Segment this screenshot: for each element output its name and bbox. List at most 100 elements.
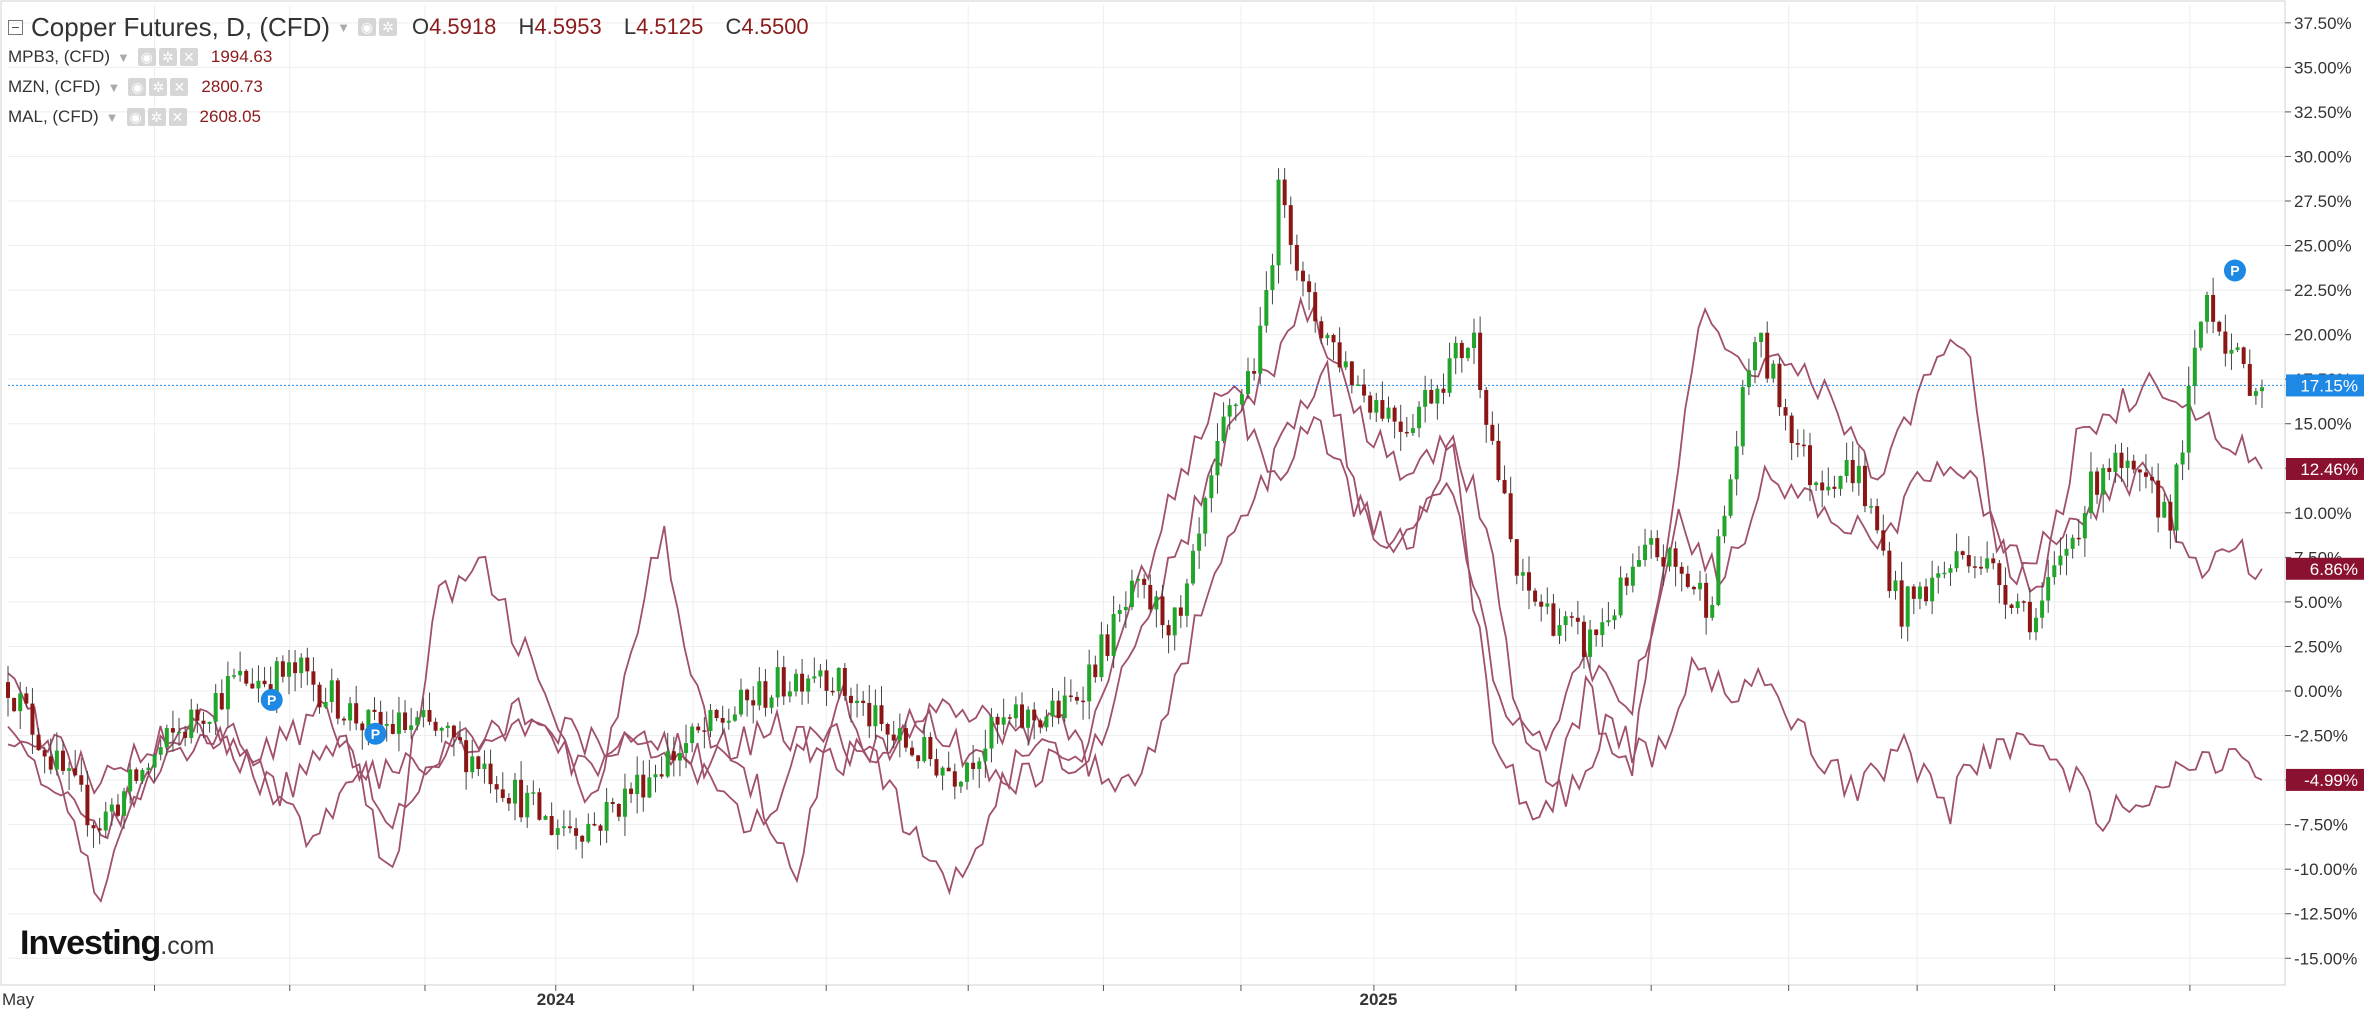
eye-icon[interactable]: ◉ [357, 18, 376, 36]
candle-body [1239, 394, 1244, 405]
chevron-down-icon[interactable]: ▼ [337, 19, 350, 35]
candle-body [250, 683, 255, 689]
candle-body [1184, 583, 1189, 616]
candle-body [1820, 482, 1825, 491]
eye-icon[interactable]: ◉ [137, 48, 156, 66]
legend-row-mzn[interactable]: MZN, (CFD) ▼ ◉ ✲ ✕ 2800.73 [8, 72, 825, 102]
candle-body [1044, 716, 1049, 728]
candle-body [1398, 421, 1403, 432]
candle-body [244, 670, 249, 684]
chevron-down-icon[interactable]: ▼ [117, 49, 130, 65]
candle-body [1759, 332, 1764, 343]
candle-body [1123, 606, 1128, 611]
candle-body [519, 779, 524, 818]
candle-body [366, 709, 371, 731]
gear-icon[interactable]: ✲ [147, 108, 166, 126]
candle-body [677, 753, 682, 761]
candle-body [531, 792, 536, 794]
candle-body [965, 762, 970, 782]
candle-body [1917, 586, 1922, 599]
candle-body [610, 801, 615, 804]
candle-body [775, 667, 780, 698]
candle-body [458, 737, 463, 741]
chart-legend: Copper Futures, D, (CFD) ▼ ◉ ✲ O4.5918 H… [8, 12, 825, 132]
legend-row-mal[interactable]: MAL, (CFD) ▼ ◉ ✲ ✕ 2608.05 [8, 102, 825, 132]
candle-body [2088, 471, 2093, 514]
gear-icon[interactable]: ✲ [378, 18, 397, 36]
gear-icon[interactable]: ✲ [149, 78, 168, 96]
candle-body [1985, 558, 1990, 569]
pattern-marker-label: P [267, 692, 276, 708]
legend-series-name: MAL, (CFD) [8, 107, 99, 126]
candle-body [903, 728, 908, 748]
candle-body [1068, 695, 1073, 698]
candle-body [1026, 709, 1031, 728]
candle-body [1795, 443, 1800, 445]
legend-row-mpb3[interactable]: MPB3, (CFD) ▼ ◉ ✲ ✕ 1994.63 [8, 42, 825, 72]
candle-body [659, 774, 664, 777]
candle-body [6, 682, 10, 698]
candle-body [1117, 610, 1122, 614]
candle-body [2107, 467, 2112, 472]
x-tick-label: 2024 [537, 990, 575, 1009]
series-line [7, 359, 2263, 849]
candle-body [335, 680, 340, 719]
eye-icon[interactable]: ◉ [126, 108, 145, 126]
candle-body [158, 747, 163, 755]
y-tick-label: 10.00% [2294, 504, 2352, 523]
candle-body [103, 811, 108, 831]
candle-body [1288, 205, 1293, 245]
candle-body [1490, 424, 1495, 441]
candle-body [2027, 601, 2032, 633]
ohlc-high-label: H [518, 14, 535, 39]
candle-body [2205, 294, 2210, 322]
candle-body [445, 725, 450, 728]
candle-body [311, 671, 316, 685]
candle-body [1563, 616, 1568, 626]
candle-body [1300, 270, 1305, 282]
candle-body [1801, 444, 1806, 447]
candle-body [806, 678, 811, 692]
legend-series-name: MPB3, (CFD) [8, 47, 110, 66]
candle-body [543, 815, 548, 820]
candle-body [1294, 244, 1299, 271]
candle-body [928, 736, 933, 760]
candle-body [1636, 560, 1641, 567]
close-icon[interactable]: ✕ [179, 48, 198, 66]
eye-icon[interactable]: ◉ [128, 78, 147, 96]
candle-body [476, 756, 481, 769]
gear-icon[interactable]: ✲ [158, 48, 177, 66]
candle-body [482, 763, 487, 769]
candle-body [1740, 387, 1745, 447]
candle-body [836, 667, 841, 692]
chevron-down-icon[interactable]: ▼ [105, 109, 119, 125]
y-tick-label: -10.00% [2294, 860, 2357, 879]
legend-series-value: 2800.73 [201, 77, 263, 96]
candle-body [1081, 700, 1086, 703]
candle-body [1783, 407, 1788, 416]
chevron-down-icon[interactable]: ▼ [107, 79, 121, 95]
candle-body [1508, 493, 1513, 540]
candle-body [1649, 538, 1654, 545]
candle-body [384, 723, 389, 726]
close-icon[interactable]: ✕ [168, 108, 187, 126]
candle-body [1661, 557, 1666, 567]
candle-body [586, 823, 591, 842]
candle-body [1869, 506, 1874, 508]
close-icon[interactable]: ✕ [170, 78, 189, 96]
collapse-icon[interactable] [8, 19, 23, 35]
candle-body [2235, 347, 2240, 350]
ohlc-open: 4.5918 [429, 14, 497, 39]
ohlc-open-label: O [411, 14, 430, 39]
ohlc-low: 4.5125 [636, 14, 704, 39]
legend-series-name: MZN, (CFD) [8, 77, 101, 96]
candle-body [1526, 572, 1531, 591]
candle-body [488, 763, 493, 785]
candle-body [830, 690, 835, 693]
pattern-marker-icon [260, 688, 283, 711]
legend-main-row[interactable]: Copper Futures, D, (CFD) ▼ ◉ ✲ O4.5918 H… [8, 12, 825, 42]
candle-body [1252, 371, 1257, 374]
pattern-marker-label: P [371, 726, 380, 742]
